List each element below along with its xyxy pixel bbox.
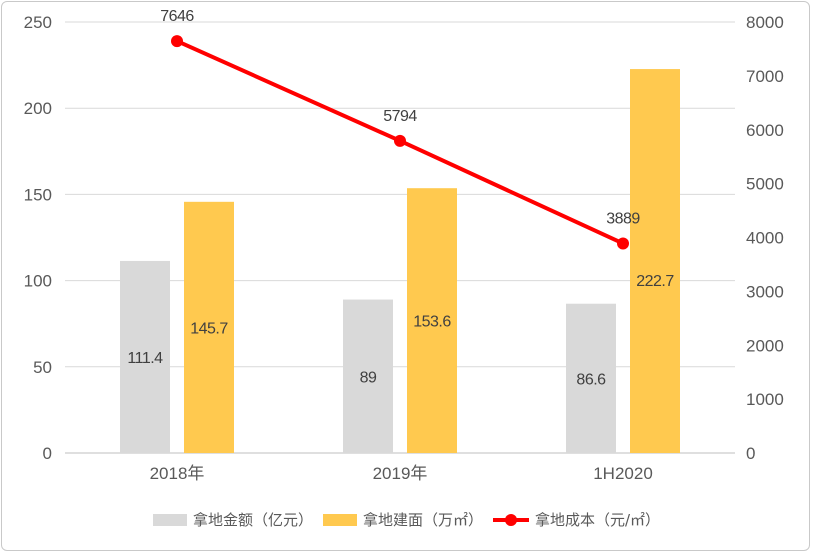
legend-item-cost: 拿地成本（元/㎡） <box>492 509 661 530</box>
data-label: 145.7 <box>190 320 228 337</box>
data-label: 153.6 <box>413 314 451 331</box>
left-tick-label: 50 <box>33 358 52 377</box>
category-label: 2019年 <box>373 464 428 483</box>
line-data-label: 3889 <box>606 210 640 227</box>
legend-swatch-gray <box>152 513 187 526</box>
category-label: 1H2020 <box>593 464 653 483</box>
right-tick-label: 2000 <box>746 336 784 355</box>
right-tick-label: 7000 <box>746 67 784 86</box>
data-label: 111.4 <box>127 350 163 367</box>
data-label: 86.6 <box>576 371 606 388</box>
legend-label: 拿地成本（元/㎡） <box>534 511 661 529</box>
line-point <box>617 237 629 250</box>
legend-label: 拿地金额（亿元） <box>192 511 313 529</box>
legend: 拿地金额（亿元） 拿地建面（万㎡） 拿地成本（元/㎡） <box>0 509 813 530</box>
data-label: 89 <box>360 369 377 386</box>
bar-amount <box>343 299 393 453</box>
bar-area <box>184 201 234 453</box>
right-tick-label: 4000 <box>746 229 784 248</box>
line-point <box>394 134 406 147</box>
legend-item-amount: 拿地金额（亿元） <box>152 509 313 530</box>
right-tick-label: 1000 <box>746 390 784 409</box>
line-data-label: 7646 <box>160 8 194 25</box>
bar-area <box>407 188 457 453</box>
line-point <box>171 35 183 48</box>
bar-amount <box>566 303 616 453</box>
right-tick-label: 5000 <box>746 175 784 194</box>
right-tick-label: 6000 <box>746 121 784 140</box>
left-tick-label: 250 <box>24 13 52 32</box>
left-tick-label: 200 <box>24 99 52 118</box>
line-data-label: 5794 <box>383 108 417 125</box>
legend-swatch-yellow <box>322 513 357 526</box>
bar-amount <box>120 260 170 453</box>
left-tick-label: 150 <box>24 185 52 204</box>
legend-line-marker-icon <box>492 513 529 526</box>
legend-item-area: 拿地建面（万㎡） <box>322 509 483 530</box>
bar-area <box>630 69 680 454</box>
left-tick-label: 0 <box>43 444 52 463</box>
left-tick-label: 100 <box>24 272 52 291</box>
category-label: 2018年 <box>150 464 205 483</box>
right-tick-label: 8000 <box>746 13 784 32</box>
right-tick-label: 0 <box>746 444 755 463</box>
legend-label: 拿地建面（万㎡） <box>362 511 483 529</box>
right-tick-label: 3000 <box>746 282 784 301</box>
data-label: 222.7 <box>636 273 674 290</box>
